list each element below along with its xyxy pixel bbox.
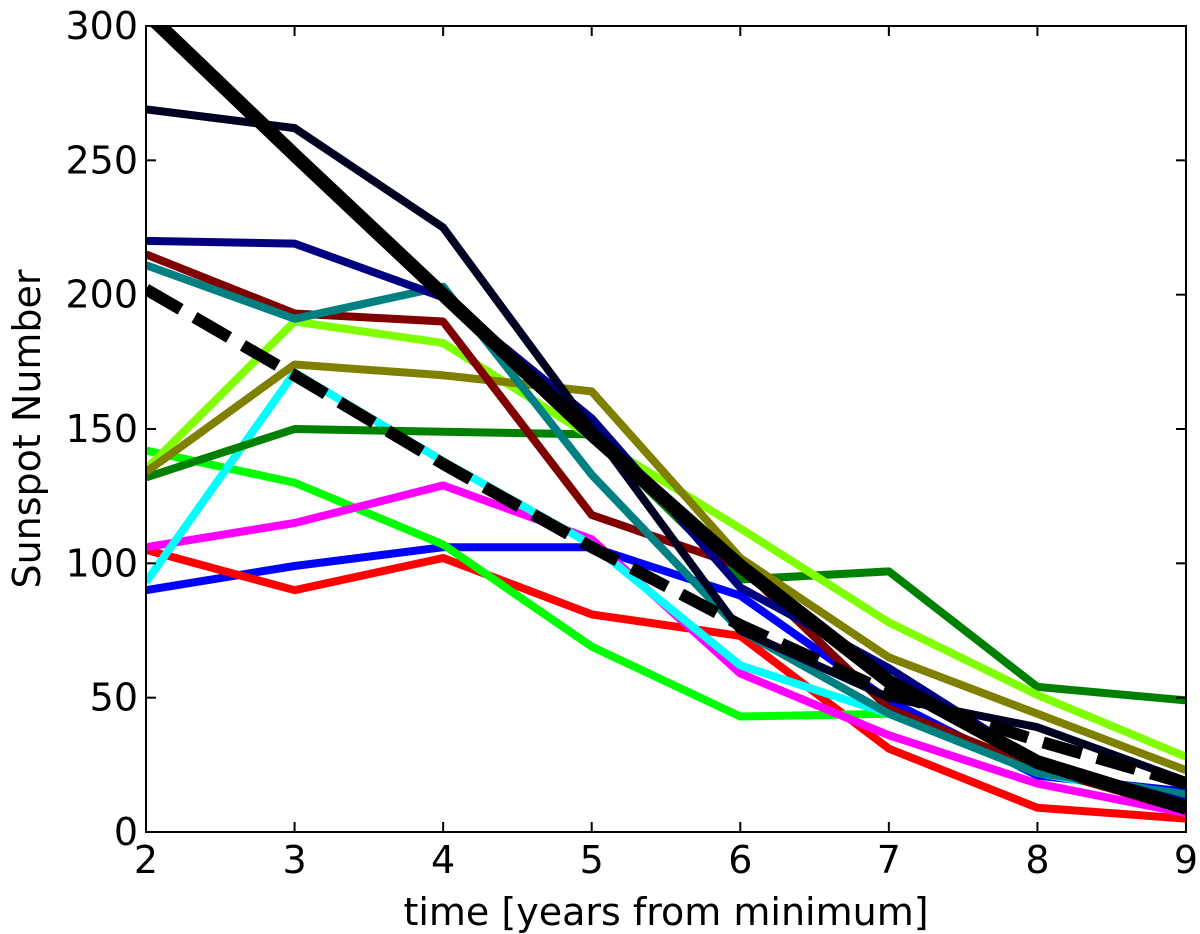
y-tick-label: 300: [65, 4, 138, 48]
tick-labels-layer: 2 3 4 5 6 7 8 9 0 50 100 150 200 250 300: [65, 4, 1198, 882]
y-tick-label: 100: [65, 541, 138, 585]
series-line-cycle-darknavy: [146, 105, 1186, 785]
series-line-mean-trend: [149, 26, 1186, 815]
series-line-cycle-red: [146, 546, 1186, 823]
x-tick-label: 9: [1174, 838, 1198, 882]
x-tick-label: 3: [282, 838, 306, 882]
y-tick-label: 150: [65, 407, 138, 451]
series-layer: [146, 26, 1186, 823]
y-axis-label: Sunspot Number: [5, 269, 49, 588]
series-line-cycle-olive: [146, 360, 1186, 774]
series-line-cycle-teal: [146, 261, 1186, 799]
series-line-fit-trend: [146, 284, 1186, 790]
x-tick-label: 2: [134, 838, 158, 882]
x-tick-label: 6: [728, 838, 752, 882]
x-tick-label: 8: [1025, 838, 1049, 882]
series-line-cycle-green: [146, 446, 889, 721]
x-tick-label: 7: [877, 838, 901, 882]
series-line-cycle-lime: [146, 317, 1186, 761]
ticks-layer: [145, 25, 1187, 833]
y-tick-label: 50: [90, 676, 138, 720]
x-tick-label: 5: [580, 838, 604, 882]
y-tick-label: 250: [65, 138, 138, 182]
x-tick-label: 4: [431, 838, 455, 882]
y-tick-label: 200: [65, 273, 138, 317]
x-axis-label: time [years from minimum]: [403, 890, 928, 934]
y-tick-label: 0: [114, 810, 138, 854]
